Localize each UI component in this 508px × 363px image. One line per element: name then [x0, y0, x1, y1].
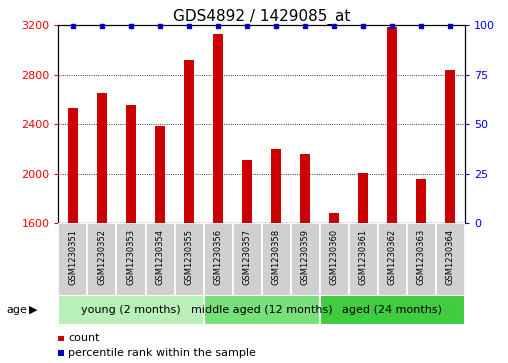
Bar	[445, 70, 455, 223]
Text: age: age	[6, 305, 27, 315]
Bar	[387, 26, 397, 223]
Bar	[204, 223, 233, 296]
Text: GSM1230362: GSM1230362	[388, 229, 397, 285]
Text: GSM1230363: GSM1230363	[417, 229, 426, 285]
Text: GSM1230357: GSM1230357	[243, 229, 251, 285]
Bar	[97, 93, 107, 223]
Bar	[87, 223, 116, 296]
Bar	[416, 179, 426, 223]
Text: GSM1230360: GSM1230360	[330, 229, 339, 285]
Bar	[378, 223, 407, 296]
Bar	[58, 295, 204, 325]
Bar	[436, 223, 465, 296]
Bar	[184, 60, 194, 223]
Text: GSM1230353: GSM1230353	[126, 229, 136, 285]
Text: GSM1230352: GSM1230352	[98, 229, 107, 285]
Text: percentile rank within the sample: percentile rank within the sample	[68, 348, 256, 358]
Text: GSM1230364: GSM1230364	[446, 229, 455, 285]
Text: GSM1230361: GSM1230361	[359, 229, 368, 285]
Bar	[204, 295, 320, 325]
Bar	[329, 213, 339, 223]
Text: GSM1230351: GSM1230351	[69, 229, 77, 285]
Text: GSM1230356: GSM1230356	[213, 229, 223, 285]
Bar	[348, 223, 378, 296]
Text: young (2 months): young (2 months)	[81, 305, 181, 315]
Bar	[291, 223, 320, 296]
Bar	[213, 34, 223, 223]
Bar	[407, 223, 436, 296]
Bar	[320, 223, 348, 296]
Bar	[58, 223, 87, 296]
Bar	[262, 223, 291, 296]
Text: GSM1230359: GSM1230359	[301, 229, 310, 285]
Bar	[242, 160, 252, 223]
Bar	[126, 105, 136, 223]
Bar	[116, 223, 145, 296]
Bar	[271, 149, 281, 223]
Bar	[233, 223, 262, 296]
Bar	[320, 295, 465, 325]
Bar	[175, 223, 204, 296]
Text: middle aged (12 months): middle aged (12 months)	[191, 305, 332, 315]
Text: aged (24 months): aged (24 months)	[342, 305, 442, 315]
Title: GDS4892 / 1429085_at: GDS4892 / 1429085_at	[173, 9, 351, 25]
Text: GSM1230358: GSM1230358	[272, 229, 280, 285]
Text: count: count	[68, 333, 100, 343]
Bar	[155, 126, 165, 223]
Text: ▶: ▶	[29, 305, 38, 315]
Bar	[68, 108, 78, 223]
Text: GSM1230354: GSM1230354	[155, 229, 165, 285]
Text: GSM1230355: GSM1230355	[184, 229, 194, 285]
Bar	[300, 154, 310, 223]
Bar	[358, 172, 368, 223]
Bar	[145, 223, 175, 296]
